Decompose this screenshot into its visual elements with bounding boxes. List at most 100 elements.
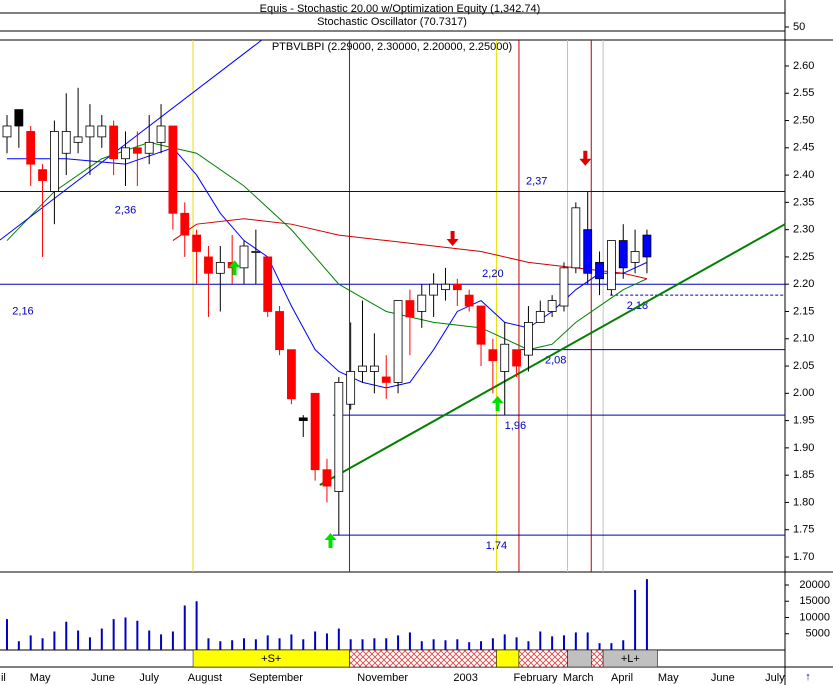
candle-body <box>26 131 36 165</box>
volume-bar <box>408 632 411 650</box>
signal-segment <box>567 649 592 668</box>
signal-arrow <box>324 532 337 548</box>
volume-bar <box>219 641 222 650</box>
y-tick-label: 20000 <box>799 579 830 591</box>
volume-bar <box>65 621 68 650</box>
volume-bar <box>171 631 174 650</box>
volume-bar <box>100 628 103 650</box>
y-tick-label: 2.25 <box>793 251 814 263</box>
x-tick-label: August <box>188 672 222 684</box>
volume-bar <box>136 620 139 650</box>
y-tick-label: 15000 <box>799 595 830 607</box>
candle-body <box>334 382 344 492</box>
candle-body <box>429 283 439 296</box>
volume-bar <box>266 635 269 650</box>
candle-body <box>512 349 521 367</box>
signal-arrow <box>579 150 592 166</box>
x-tick-label: March <box>563 672 594 684</box>
volume-bar <box>278 638 281 650</box>
volume-bar <box>420 641 423 650</box>
candle-body <box>73 136 83 143</box>
candle-body <box>464 294 474 307</box>
candle-body <box>310 392 320 471</box>
candle-body <box>168 125 178 214</box>
volume-bar <box>195 601 198 650</box>
candle-body <box>144 141 154 154</box>
candle-body <box>215 261 225 274</box>
candle-body <box>346 371 356 405</box>
volume-bar <box>491 638 494 650</box>
candle-body <box>642 234 652 258</box>
candle-body <box>488 349 498 361</box>
x-tick-label: July <box>139 672 159 684</box>
y-tick-label: 2.20 <box>793 278 814 290</box>
candle-body <box>192 234 202 252</box>
x-tick-label: April <box>611 672 633 684</box>
volume-bar <box>574 632 577 650</box>
candle-body <box>2 125 12 138</box>
volume-bar <box>432 639 435 650</box>
volume-bar <box>160 634 163 650</box>
y-tick-label: 1.75 <box>793 524 814 536</box>
signal-arrow <box>228 260 241 276</box>
indicator-line <box>319 223 786 486</box>
candle-body <box>275 311 284 351</box>
volume-bar <box>88 637 91 650</box>
volume-bar <box>5 619 8 650</box>
y-tick-label: 50 <box>793 21 805 33</box>
volume-bar <box>562 635 565 650</box>
y-tick-label: 1.90 <box>793 442 814 454</box>
candle-body <box>452 283 462 291</box>
level-label: 1,96 <box>505 420 526 432</box>
x-tick-label: September <box>249 672 303 684</box>
candle-body <box>524 321 533 356</box>
volume-bar <box>385 638 388 650</box>
y-tick-label: 1.95 <box>793 415 814 427</box>
note-label: 2,36 <box>115 204 136 216</box>
volume-bar <box>148 630 151 650</box>
candle-body <box>85 125 95 138</box>
candle-body <box>322 469 332 487</box>
candle-body <box>618 240 628 269</box>
signal-segment <box>518 649 568 668</box>
candle-body <box>132 147 142 154</box>
segment-label: +S+ <box>261 653 281 665</box>
candle-body <box>204 256 213 274</box>
candle-body <box>251 251 261 253</box>
x-tick-label: February <box>514 672 559 684</box>
y-tick-label: 2.30 <box>793 224 814 236</box>
volume-bar <box>337 628 340 650</box>
volume-bar <box>515 637 518 650</box>
panel-title: Equis - Stochastic 20.00 w/Optimization … <box>260 3 541 15</box>
signal-arrow <box>491 396 504 412</box>
volume-bar <box>527 641 530 650</box>
volume-bar <box>503 634 506 650</box>
level-label: 2,20 <box>482 268 503 280</box>
volume-bar <box>444 640 447 650</box>
volume-bar <box>551 636 554 650</box>
x-tick-label: July <box>765 672 785 684</box>
y-tick-label: 2.15 <box>793 305 814 317</box>
x-tick-label: il <box>1 672 6 684</box>
candle-body <box>263 256 273 312</box>
volume-bar <box>349 639 352 650</box>
volume-bar <box>231 640 234 650</box>
volume-bar <box>302 639 305 650</box>
volume-bar <box>290 634 293 650</box>
y-tick-label: 2.40 <box>793 169 814 181</box>
candle-body <box>476 305 486 345</box>
signal-segment <box>590 649 604 668</box>
candle-body <box>358 365 367 372</box>
volume-bar <box>373 638 376 650</box>
candle-body <box>547 300 557 312</box>
volume-bar <box>610 643 613 650</box>
volume-bar <box>325 633 328 650</box>
candle-body <box>630 251 640 263</box>
candle-body <box>595 261 604 280</box>
candle-body <box>583 229 593 274</box>
candle-body <box>381 376 391 383</box>
scroll-arrow[interactable]: ↑ <box>805 671 811 683</box>
y-tick-label: 2.05 <box>793 360 814 372</box>
segment-label: +L+ <box>621 653 640 665</box>
